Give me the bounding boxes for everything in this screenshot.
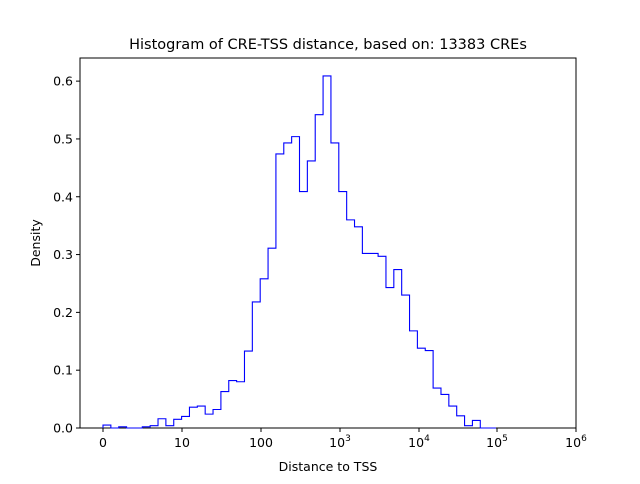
x-tick-label: 104	[408, 434, 430, 450]
y-tick-label: 0.3	[53, 247, 73, 262]
x-tick-label: 10	[174, 435, 190, 450]
x-tick-label: 106	[565, 434, 587, 450]
x-tick-label: 103	[329, 434, 351, 450]
y-tick-label: 0.4	[53, 189, 73, 204]
y-tick-label: 0.6	[53, 74, 73, 89]
x-axis: 0 10 100 103 104 105 106	[99, 428, 587, 450]
y-axis-label: Density	[28, 219, 43, 267]
plot-area: 0.0 0.1 0.2 0.3 0.4 0.5 0.6 0 10 100 103 104 105 106	[53, 57, 587, 450]
y-tick-label: 0.1	[53, 363, 73, 378]
histogram-step-line	[102, 75, 496, 429]
x-tick-label: 105	[486, 434, 508, 450]
x-tick-label: 100	[249, 435, 273, 450]
x-tick-label: 0	[99, 435, 107, 450]
x-axis-label: Distance to TSS	[279, 459, 378, 474]
chart-title: Histogram of CRE-TSS distance, based on:…	[129, 37, 527, 53]
y-tick-label: 0.5	[53, 131, 73, 146]
axes-frame	[79, 57, 577, 429]
y-tick-label: 0.2	[53, 305, 73, 320]
y-axis: 0.0 0.1 0.2 0.3 0.4 0.5 0.6	[53, 74, 80, 436]
y-tick-label: 0.0	[53, 421, 73, 436]
